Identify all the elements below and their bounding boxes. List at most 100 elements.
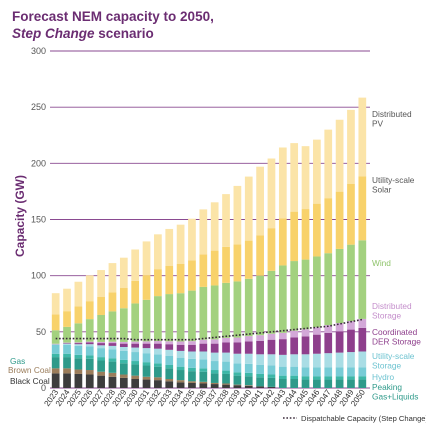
bar-2039-s1 (233, 384, 242, 386)
y-tick-label-100: 100 (31, 271, 46, 281)
bar-2024-s4 (63, 344, 71, 354)
bar-2033-s3 (165, 364, 174, 369)
bar-2035-s6 (188, 344, 196, 352)
bar-2042-s4 (267, 365, 276, 375)
bar-2038-s6 (222, 342, 230, 353)
bar-2043-s8 (278, 265, 287, 333)
bar-2034-s6 (176, 344, 185, 351)
bar-2029-s7 (119, 341, 128, 344)
bar-2049-s4 (347, 367, 355, 377)
bar-2046-s6 (313, 334, 321, 354)
bar-2033-s0 (165, 381, 174, 388)
bar-2024-s0 (63, 373, 71, 388)
bar-2036-s2 (199, 371, 208, 382)
bar-2035-s2 (188, 371, 196, 382)
bar-2027-s10 (97, 270, 105, 298)
bar-2023-s9 (51, 314, 60, 331)
bar-2035-s3 (188, 367, 196, 372)
bar-2041-s2 (256, 377, 264, 387)
bar-2029-s1 (119, 374, 128, 378)
bar-2048-s9 (335, 191, 344, 249)
bar-2032-s7 (154, 341, 162, 344)
bar-2036-s4 (199, 359, 208, 369)
bar-2047-s4 (324, 367, 333, 377)
bar-2035-s1 (188, 381, 196, 383)
bar-2028-s1 (108, 372, 117, 377)
bar-2028-s3 (108, 358, 117, 362)
bar-2036-s5 (199, 351, 208, 360)
bar-2025-s0 (74, 373, 83, 388)
bar-2037-s8 (210, 285, 219, 340)
series-label-gas: Gas (10, 356, 25, 366)
bar-2037-s3 (210, 370, 219, 374)
bar-2036-s1 (199, 381, 208, 384)
bar-2027-s4 (97, 348, 105, 358)
bar-2049-s10 (347, 109, 355, 184)
bar-2044-s10 (290, 143, 299, 212)
y-axis-title: Capacity (GW) (13, 175, 27, 257)
bar-2039-s0 (233, 385, 242, 388)
bar-2035-s0 (188, 382, 196, 388)
bar-2027-s7 (97, 341, 105, 344)
bar-2050-s6 (358, 327, 367, 352)
bar-2025-s3 (74, 354, 83, 359)
bar-2030-s4 (131, 352, 140, 362)
bar-2043-s6 (278, 339, 287, 355)
bar-2029-s4 (119, 350, 128, 360)
chart-title-suffix: scenario (94, 26, 154, 41)
bar-2032-s8 (154, 296, 162, 342)
series-label-utility-scale-solar: Utility-scale Solar (372, 175, 415, 195)
bar-2039-s3 (233, 372, 242, 376)
bar-2049-s5 (347, 352, 355, 368)
series-label-brown-coal: Brown Coal (8, 365, 51, 375)
bar-2046-s2 (313, 379, 321, 388)
bar-2030-s10 (131, 249, 140, 281)
bar-2031-s7 (142, 341, 151, 344)
bar-2030-s1 (131, 375, 140, 380)
bar-2040-s2 (244, 376, 253, 386)
bar-2037-s4 (210, 361, 219, 371)
bar-2033-s6 (165, 344, 174, 350)
bar-2045-s4 (301, 367, 310, 377)
bar-2033-s10 (165, 228, 174, 267)
bar-2033-s7 (165, 341, 174, 345)
bar-2042-s0 (267, 386, 276, 388)
bar-2037-s5 (210, 352, 219, 362)
series-label-utility-scale-storage: Utility-scale Storage (372, 351, 415, 371)
bar-2043-s9 (278, 218, 287, 266)
bar-2036-s7 (199, 339, 208, 344)
bar-2047-s6 (324, 332, 333, 354)
bar-2038-s3 (222, 370, 230, 374)
bar-2047-s5 (324, 353, 333, 368)
bar-2034-s8 (176, 293, 185, 342)
bar-2033-s5 (165, 349, 174, 356)
bar-2048-s3 (335, 376, 344, 380)
bar-2027-s2 (97, 360, 105, 372)
bar-2039-s5 (233, 353, 242, 364)
bar-2029-s3 (119, 359, 128, 364)
bar-2038-s1 (222, 383, 230, 385)
bar-2049-s7 (347, 321, 355, 330)
bar-2049-s9 (347, 184, 355, 245)
bar-2049-s8 (347, 244, 355, 322)
bar-2045-s3 (301, 376, 310, 380)
bar-2038-s5 (222, 352, 230, 362)
bar-2041-s9 (256, 235, 264, 276)
bar-2047-s2 (324, 379, 333, 388)
dispatchable-line-group (55, 318, 363, 341)
bar-2037-s9 (210, 250, 219, 286)
bar-2042-s8 (267, 270, 276, 334)
bar-2024-s8 (63, 326, 71, 343)
bar-2035-s9 (188, 260, 196, 291)
bar-2044-s5 (290, 354, 299, 367)
bar-2025-s5 (74, 344, 83, 346)
bar-2036-s3 (199, 368, 208, 372)
bar-2035-s7 (188, 341, 196, 345)
bar-2027-s3 (97, 357, 105, 361)
bar-2039-s4 (233, 363, 242, 373)
bar-2034-s1 (176, 380, 185, 383)
bar-2042-s10 (267, 158, 276, 229)
bar-2028-s2 (108, 361, 117, 373)
bar-2032-s4 (154, 354, 162, 364)
